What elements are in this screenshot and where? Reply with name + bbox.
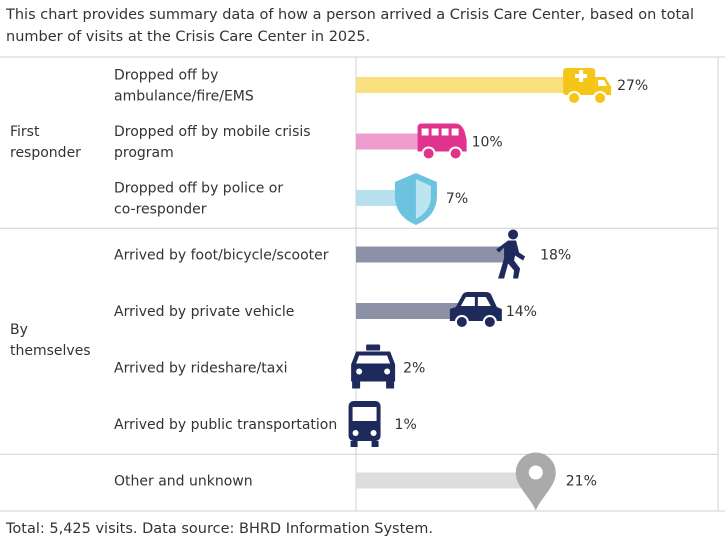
bar <box>356 303 476 319</box>
value-label: 10% <box>472 135 503 151</box>
category-label: Arrived by public transportation <box>114 417 337 433</box>
group-label: themselves <box>10 343 91 359</box>
category-label: Arrived by private vehicle <box>114 304 294 320</box>
category-label: Dropped off by mobile crisis <box>114 124 311 140</box>
category-label: Arrived by rideshare/taxi <box>114 361 288 377</box>
value-label: 2% <box>403 361 425 377</box>
bar <box>356 77 588 93</box>
bus-icon <box>348 401 381 447</box>
bar-row: Arrived by foot/bicycle/scooter 18% <box>114 229 571 279</box>
group-label: By <box>10 322 28 338</box>
shield-icon <box>394 173 437 225</box>
category-label: program <box>114 145 174 161</box>
value-label: 18% <box>540 248 571 264</box>
taxi-icon <box>351 344 396 389</box>
category-label: Dropped off by <box>114 68 218 84</box>
category-group: Other and unknown 21% <box>114 452 597 511</box>
value-label: 21% <box>566 474 597 490</box>
van-icon <box>417 123 467 161</box>
bar-row: Dropped off by mobile crisis program 10% <box>114 123 503 161</box>
bar-row: Arrived by rideshare/taxi 2% <box>114 344 425 389</box>
category-group: By themselves Arrived by foot/bicycle/scoo… <box>10 229 571 447</box>
value-label: 1% <box>395 417 417 433</box>
bar-row: Arrived by private vehicle 14% <box>114 292 537 329</box>
category-label: Dropped off by police or <box>114 181 283 197</box>
bar-row: Other and unknown 21% <box>114 452 597 511</box>
walking-person-icon <box>496 229 526 279</box>
category-label: ambulance/fire/EMS <box>114 89 254 105</box>
value-label: 27% <box>617 78 648 94</box>
value-label: 14% <box>506 304 537 320</box>
group-label: responder <box>10 145 81 161</box>
group-label: First <box>10 124 40 140</box>
value-label: 7% <box>446 191 468 207</box>
bar-row: Dropped off by ambulance/fire/EMS 27% <box>114 68 648 105</box>
bar-row: Dropped off by police or co-responder 7% <box>114 173 468 225</box>
category-label: Arrived by foot/bicycle/scooter <box>114 248 329 264</box>
category-label: Other and unknown <box>114 474 253 490</box>
map-pin-icon <box>515 452 556 511</box>
chart-footnote: Total: 5,425 visits. Data source: BHRD I… <box>6 521 433 537</box>
bar-row: Arrived by public transportation 1% <box>114 401 417 447</box>
bar <box>356 472 536 489</box>
bar <box>356 246 511 263</box>
category-group: First responder Dropped off by ambulance/fi… <box>10 68 648 225</box>
chart-description: This chart provides summary data of how … <box>6 7 695 45</box>
ambulance-icon <box>563 68 612 105</box>
car-icon <box>449 292 502 329</box>
category-label: co-responder <box>114 202 207 218</box>
